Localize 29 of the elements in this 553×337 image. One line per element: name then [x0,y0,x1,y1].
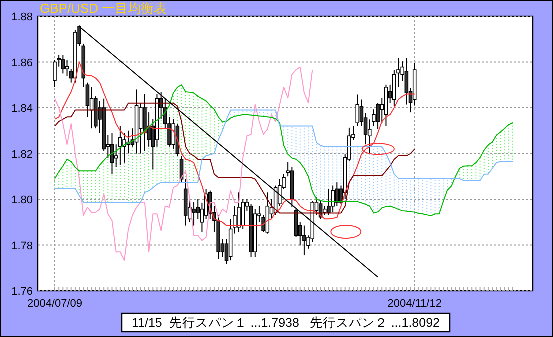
line-series [54,66,314,262]
line-series [54,110,514,203]
y-tick-label: 1.76 [12,286,33,298]
y-tick-label: 1.80 [12,194,33,206]
candlestick [138,102,143,154]
y-tick-label: 1.78 [12,240,33,252]
y-tick-label: 1.82 [12,148,33,161]
x-tick-label: 2004/11/12 [388,298,442,310]
candlestick [327,188,331,216]
candlestick [192,202,196,226]
candlestick [122,132,126,164]
candlestick [61,54,66,74]
candlestick [65,59,70,76]
candlestick [302,225,306,256]
candlestick [86,82,90,118]
candlestick [118,126,122,166]
candlestick [237,192,241,233]
chart-title: GBP/USD 一目均衡表 [40,1,168,16]
candlestick [356,94,360,127]
line-series [54,62,416,226]
candlestick [404,58,409,106]
candlestick [53,59,57,88]
x-tick-label: 2004/07/09 [27,298,83,310]
y-tick-label: 1.86 [12,57,33,70]
annotation: 11/15 先行スパン１ ...1.7938 先行スパン２ ...1.8092 [121,312,451,333]
y-tick-label: 1.84 [12,103,33,115]
y-tick-label: 1.88 [12,12,33,24]
candlestick [322,206,327,216]
candlestick [331,185,335,214]
